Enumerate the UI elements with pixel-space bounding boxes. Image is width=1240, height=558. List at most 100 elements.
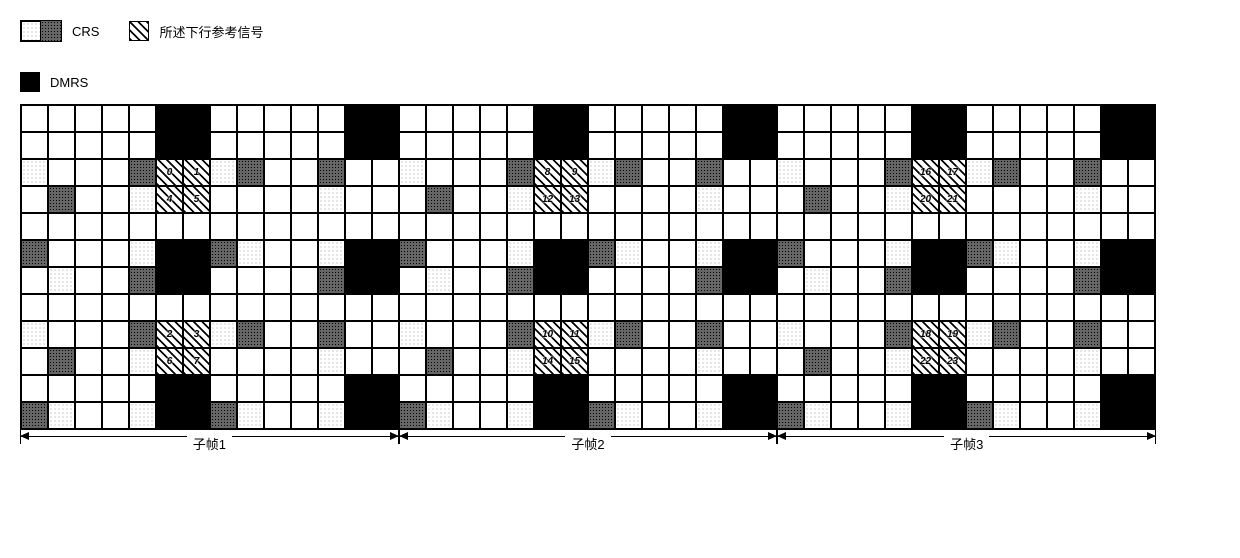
- subframe-tick: [1155, 428, 1156, 444]
- crs-cell: [885, 348, 912, 375]
- empty-cell: [426, 240, 453, 267]
- empty-cell: [966, 105, 993, 132]
- crs-cell: [129, 186, 156, 213]
- dlref-cell: 21: [939, 186, 966, 213]
- crs-cell: [804, 402, 831, 429]
- empty-cell: [615, 375, 642, 402]
- empty-cell: [264, 186, 291, 213]
- empty-cell: [399, 348, 426, 375]
- dlref-cell: 7: [183, 348, 210, 375]
- empty-cell: [966, 294, 993, 321]
- empty-cell: [75, 159, 102, 186]
- crs-dark-swatch: [41, 21, 61, 41]
- empty-cell: [1047, 186, 1074, 213]
- empty-cell: [885, 105, 912, 132]
- dlref-number: 21: [940, 187, 965, 212]
- crs-cell: [588, 402, 615, 429]
- dmrs-cell: [156, 375, 183, 402]
- empty-cell: [237, 105, 264, 132]
- crs-cell: [804, 267, 831, 294]
- crs-cell: [696, 348, 723, 375]
- crs-cell: [507, 186, 534, 213]
- dmrs-cell: [723, 375, 750, 402]
- empty-cell: [669, 294, 696, 321]
- dlref-cell: 6: [156, 348, 183, 375]
- empty-cell: [102, 240, 129, 267]
- crs-cell: [129, 402, 156, 429]
- empty-cell: [858, 348, 885, 375]
- empty-cell: [156, 294, 183, 321]
- empty-cell: [345, 321, 372, 348]
- empty-cell: [318, 105, 345, 132]
- dmrs-cell: [183, 240, 210, 267]
- dlref-cell: 0: [156, 159, 183, 186]
- dlref-cell: 16: [912, 159, 939, 186]
- empty-cell: [804, 375, 831, 402]
- dmrs-cell: [561, 105, 588, 132]
- dlref-cell: 14: [534, 348, 561, 375]
- empty-cell: [993, 294, 1020, 321]
- crs-cell: [507, 348, 534, 375]
- crs-cell: [318, 159, 345, 186]
- crs-cell: [777, 321, 804, 348]
- empty-cell: [669, 240, 696, 267]
- empty-cell: [750, 213, 777, 240]
- crs-cell: [615, 159, 642, 186]
- empty-cell: [453, 132, 480, 159]
- empty-cell: [48, 321, 75, 348]
- empty-cell: [777, 375, 804, 402]
- empty-cell: [804, 240, 831, 267]
- empty-cell: [669, 267, 696, 294]
- crs-cell: [399, 402, 426, 429]
- empty-cell: [480, 375, 507, 402]
- crs-cell: [1074, 186, 1101, 213]
- empty-cell: [237, 186, 264, 213]
- dlref-cell: 4: [156, 186, 183, 213]
- empty-cell: [183, 213, 210, 240]
- resource-grid-wrap: 01891617451213202123101118196714152223: [20, 104, 1156, 430]
- dmrs-cell: [372, 267, 399, 294]
- empty-cell: [1020, 132, 1047, 159]
- empty-cell: [966, 213, 993, 240]
- empty-cell: [642, 213, 669, 240]
- subframe-labels: 子帧1 子帧2 子帧3: [20, 432, 1156, 461]
- dmrs-cell: [561, 132, 588, 159]
- empty-cell: [507, 105, 534, 132]
- crs-light-swatch: [21, 21, 41, 41]
- crs-cell: [318, 348, 345, 375]
- empty-cell: [399, 294, 426, 321]
- empty-cell: [264, 105, 291, 132]
- crs-cell: [426, 348, 453, 375]
- empty-cell: [291, 132, 318, 159]
- dmrs-cell: [345, 375, 372, 402]
- dlref-number: 10: [535, 322, 560, 347]
- empty-cell: [480, 240, 507, 267]
- empty-cell: [291, 105, 318, 132]
- empty-cell: [291, 240, 318, 267]
- crs-cell: [885, 321, 912, 348]
- empty-cell: [858, 186, 885, 213]
- crs-cell: [885, 186, 912, 213]
- dlref-number: 16: [913, 160, 938, 185]
- empty-cell: [1020, 348, 1047, 375]
- empty-cell: [1101, 213, 1128, 240]
- empty-cell: [264, 213, 291, 240]
- empty-cell: [1047, 294, 1074, 321]
- empty-cell: [588, 213, 615, 240]
- empty-cell: [21, 267, 48, 294]
- dlref-cell: 18: [912, 321, 939, 348]
- crs-cell: [885, 267, 912, 294]
- dmrs-cell: [534, 402, 561, 429]
- dlref-cell: 10: [534, 321, 561, 348]
- empty-cell: [588, 105, 615, 132]
- dmrs-cell: [156, 267, 183, 294]
- empty-cell: [669, 159, 696, 186]
- empty-cell: [1047, 321, 1074, 348]
- dmrs-cell: [723, 105, 750, 132]
- empty-cell: [858, 105, 885, 132]
- empty-cell: [858, 159, 885, 186]
- dmrs-cell: [372, 402, 399, 429]
- empty-cell: [264, 240, 291, 267]
- crs-cell: [507, 321, 534, 348]
- dmrs-cell: [750, 402, 777, 429]
